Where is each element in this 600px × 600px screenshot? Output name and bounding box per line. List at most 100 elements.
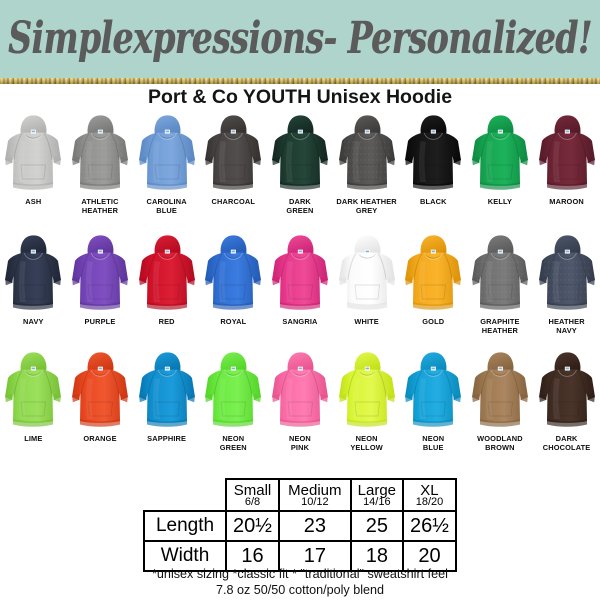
color-swatch-dark-heather-grey[interactable]: DARK HEATHER GREY — [333, 112, 400, 215]
hoodie-hood-drawstring-line — [157, 132, 177, 140]
hoodie-right-cuff — [253, 276, 262, 286]
color-swatch-heather-navy[interactable]: HEATHER NAVY — [533, 232, 600, 335]
hoodie-image — [200, 349, 266, 433]
color-name-label: NEON BLUE — [422, 434, 445, 453]
hoodie-hood — [420, 115, 447, 137]
hoodie-right-cuff — [53, 156, 62, 166]
hoodie-brand-tag-mark — [98, 250, 103, 253]
color-name-label: WOODLAND BROWN — [477, 434, 523, 453]
color-swatch-red[interactable]: RED — [133, 232, 200, 335]
color-name-label: MAROON — [549, 197, 584, 206]
color-swatch-black[interactable]: BLACK — [400, 112, 467, 215]
hoodie-left-cuff — [338, 156, 347, 166]
hoodie-hood — [420, 352, 447, 374]
hoodie-illustration — [71, 115, 128, 190]
hoodie-right-seam — [577, 133, 587, 161]
hoodie-left-cuff — [472, 156, 480, 166]
hoodie-pocket — [20, 401, 47, 417]
hoodie-illustration — [405, 115, 462, 190]
hoodie-hood-drawstring-line — [23, 252, 44, 260]
hoodie-pocket — [420, 164, 447, 180]
color-swatch-white[interactable]: WHITE — [333, 232, 400, 335]
hoodie-hood-drawstring-line — [157, 369, 177, 377]
hoodie-left-seam — [280, 133, 290, 161]
hoodie-waistband — [146, 419, 187, 427]
color-swatch-neon-blue[interactable]: NEON BLUE — [400, 349, 467, 452]
hoodie-illustration — [205, 352, 262, 427]
hoodie-right-cuff — [120, 276, 128, 286]
color-name-label: WHITE — [354, 317, 379, 326]
hoodie-hood-drawstring-line — [490, 132, 510, 140]
color-swatch-neon-green[interactable]: NEON GREEN — [200, 349, 267, 452]
hoodie-brand-tag-mark — [431, 367, 436, 370]
hoodie-right-seam — [377, 133, 387, 161]
color-swatch-gold[interactable]: GOLD — [400, 232, 467, 335]
hoodie-hood — [87, 352, 114, 374]
hoodie-image — [0, 232, 66, 316]
hoodie-left-seam — [213, 253, 223, 281]
color-swatch-neon-pink[interactable]: NEON PINK — [267, 349, 334, 452]
hoodie-waistband — [146, 182, 187, 190]
hoodie-neck-opening — [357, 252, 377, 259]
hoodie-illustration — [538, 352, 595, 427]
hoodie-body — [71, 132, 128, 186]
hoodie-illustration — [5, 352, 62, 427]
hoodie-hood — [20, 352, 47, 374]
color-swatch-sapphire[interactable]: SAPPHIRE — [133, 349, 200, 452]
hoodie-left-cuff — [538, 393, 547, 403]
hoodie-hood-drawstring-line — [223, 369, 244, 377]
hoodie-hood — [554, 115, 581, 137]
hoodie-highlight — [552, 141, 560, 182]
hoodie-body — [338, 252, 395, 306]
hoodie-body — [271, 132, 328, 186]
hoodie-highlight — [85, 141, 93, 182]
color-swatch-lime[interactable]: LIME — [0, 349, 67, 452]
color-swatch-dark-green[interactable]: DARK GREEN — [267, 112, 334, 215]
color-swatch-woodland-brown[interactable]: WOODLAND BROWN — [467, 349, 534, 452]
color-swatch-charcoal[interactable]: CHARCOAL — [200, 112, 267, 215]
size-chart-col-large-ages: 14/16 — [363, 495, 391, 508]
color-swatch-purple[interactable]: PURPLE — [67, 232, 134, 335]
color-swatch-royal[interactable]: ROYAL — [200, 232, 267, 335]
hoodie-body — [271, 369, 328, 423]
color-swatch-ash[interactable]: ASH — [0, 112, 67, 215]
size-chart-corner-cell — [144, 479, 226, 511]
size-chart-col-small-ages: 6/8 — [244, 495, 261, 508]
hoodie-hood — [420, 235, 447, 257]
color-swatch-neon-yellow[interactable]: NEON YELLOW — [333, 349, 400, 452]
color-name-label: NEON YELLOW — [350, 434, 383, 453]
color-swatch-dark-chocolate[interactable]: DARK CHOCOLATE — [533, 349, 600, 452]
hoodie-brand-tag-mark — [365, 250, 369, 253]
hoodie-neck-opening — [423, 369, 444, 376]
hoodie-left-cuff — [72, 393, 80, 403]
hoodie-right-seam — [377, 253, 387, 281]
hoodie-left-cuff — [538, 156, 547, 166]
hoodie-right-seam — [510, 133, 520, 161]
hoodie-left-seam — [346, 370, 357, 398]
color-name-label: DARK CHOCOLATE — [542, 434, 591, 453]
hoodie-heather-texture — [476, 261, 525, 299]
hoodie-illustration — [205, 235, 262, 310]
color-swatch-orange[interactable]: ORANGE — [67, 349, 134, 452]
hoodie-heather-texture — [343, 141, 392, 179]
hoodie-right-seam — [43, 253, 54, 281]
hoodie-illustration — [5, 115, 62, 190]
color-swatch-kelly[interactable]: KELLY — [467, 112, 534, 215]
hoodie-right-cuff — [520, 276, 528, 286]
hoodie-right-cuff — [187, 393, 195, 403]
hoodie-hood — [87, 115, 114, 137]
color-swatch-navy[interactable]: NAVY — [0, 232, 67, 335]
hoodie-hood-drawstring-line — [557, 252, 577, 260]
hoodie-right-cuff — [387, 156, 395, 166]
hoodie-hood — [354, 352, 381, 374]
hoodie-left-cuff — [538, 276, 547, 286]
color-swatch-graphite-heather[interactable]: GRAPHITE HEATHER — [467, 232, 534, 335]
color-swatch-carolina-blue[interactable]: CAROLINA BLUE — [133, 112, 200, 215]
color-swatch-athletic-heather[interactable]: ATHLETIC HEATHER — [67, 112, 134, 215]
hoodie-body — [71, 252, 128, 306]
gold-glitter-divider — [0, 78, 600, 84]
color-swatch-maroon[interactable]: MAROON — [533, 112, 600, 215]
hoodie-brand-tag-mark — [365, 367, 369, 370]
color-swatch-sangria[interactable]: SANGRIA — [267, 232, 334, 335]
hoodie-hood — [287, 235, 314, 257]
